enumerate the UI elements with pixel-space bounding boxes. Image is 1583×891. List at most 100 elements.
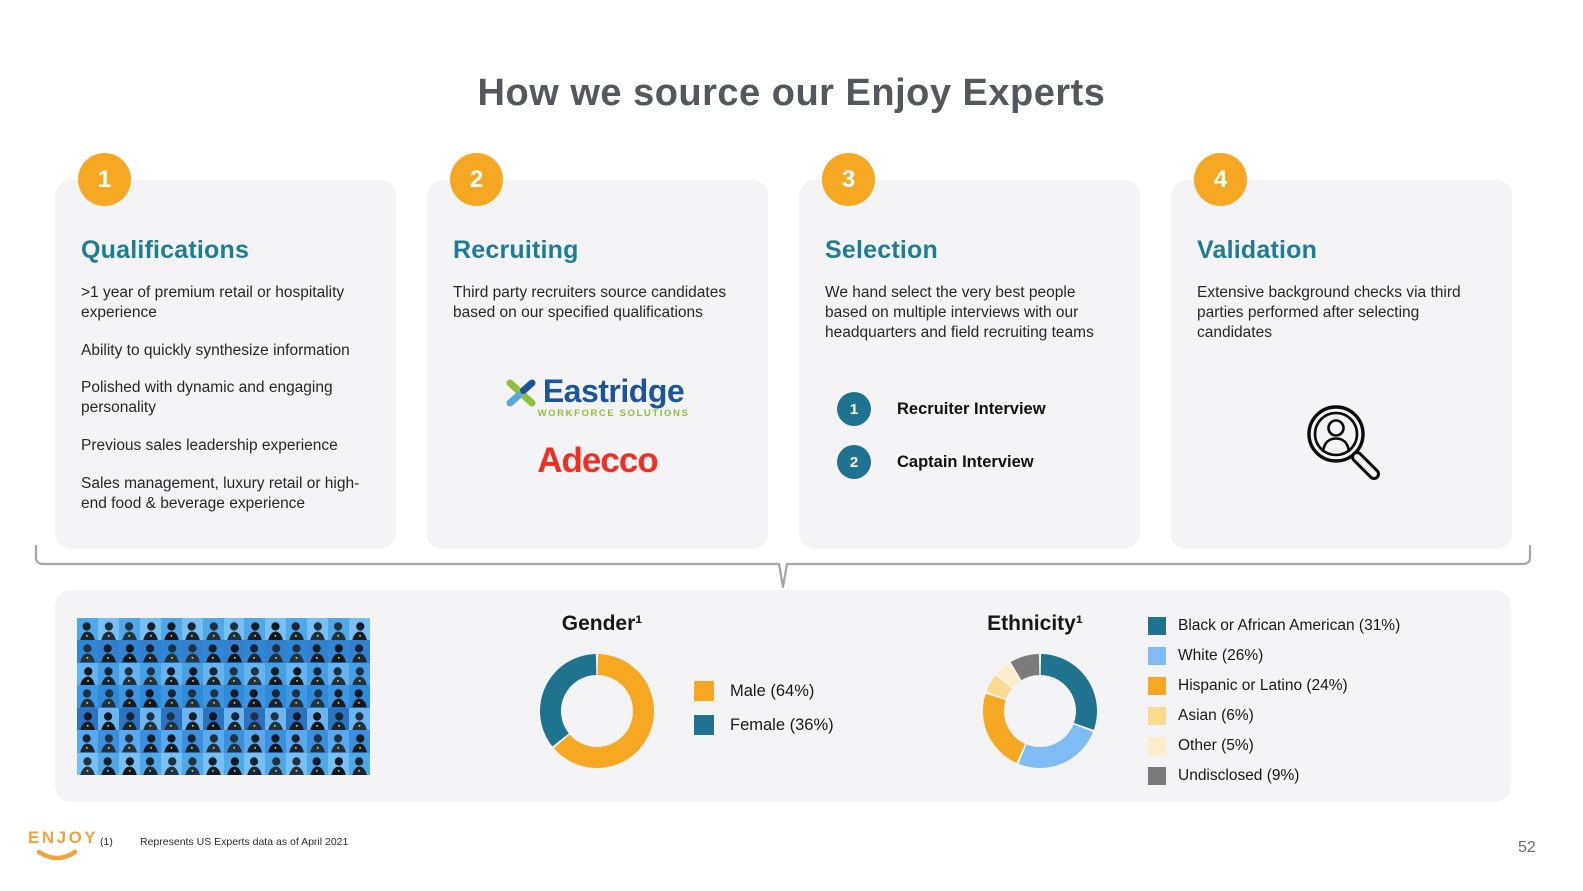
step-number-badge: 1: [78, 153, 131, 206]
expert-photo: [328, 685, 350, 708]
expert-photo: [244, 752, 266, 775]
expert-photo: [307, 685, 329, 708]
card-paragraph: Extensive background checks via third pa…: [1197, 284, 1461, 341]
expert-photo: [223, 707, 245, 731]
expert-photo: [181, 730, 203, 753]
expert-photo: [328, 707, 350, 731]
adecco-logo: Adecco: [537, 440, 658, 480]
expert-photo: [307, 707, 329, 731]
expert-photo: [349, 640, 370, 663]
expert-photo: [202, 685, 224, 708]
expert-photo: [77, 730, 98, 753]
recruiting-logos: Eastridge WORKFORCE SOLUTIONS Adecco: [453, 375, 742, 481]
expert-photo: [349, 618, 370, 641]
expert-photo: [244, 730, 266, 753]
expert-photo: [118, 640, 140, 663]
gender-chart-title: Gender¹: [561, 612, 643, 635]
legend-item: Black or African American (31%): [1148, 611, 1400, 641]
expert-photo: [223, 730, 245, 753]
card-body: We hand select the very best people base…: [825, 283, 1114, 342]
expert-photo: [286, 752, 308, 775]
expert-photo: [160, 707, 182, 731]
legend-swatch: [1148, 767, 1166, 785]
expert-photo: [265, 662, 287, 686]
donut-slice-asian: [986, 675, 1013, 699]
ethnicity-chart-title: Ethnicity¹: [987, 612, 1083, 635]
expert-photo: [118, 618, 140, 641]
legend-label: Female (36%): [730, 715, 834, 734]
card-body: >1 year of premium retail or hospitality…: [81, 283, 370, 514]
expert-photo: [202, 618, 224, 641]
expert-photo: [307, 618, 329, 641]
legend-swatch: [1148, 737, 1166, 755]
interview-step-label: Captain Interview: [897, 452, 1034, 471]
expert-photo: [139, 640, 161, 663]
donut-slice-undisclosed: [1010, 654, 1040, 681]
expert-photo: [202, 707, 224, 731]
card-qualifications: 1 Qualifications >1 year of premium reta…: [55, 153, 396, 549]
card-title: Qualifications: [81, 236, 250, 264]
expert-photo: [97, 752, 119, 775]
expert-photo: [244, 618, 266, 641]
expert-photo: [286, 640, 308, 663]
card-paragraph: Ability to quickly synthesize informatio…: [81, 341, 350, 359]
expert-photo: [139, 707, 161, 731]
expert-photo: [349, 707, 370, 731]
expert-photo: [244, 685, 266, 708]
smile-arc-icon: [36, 849, 78, 861]
expert-photo: [77, 685, 98, 708]
expert-photo: [349, 685, 370, 708]
legend-label: Male (64%): [730, 681, 815, 700]
expert-photo: [181, 752, 203, 775]
legend-label: White (26%): [1178, 647, 1264, 664]
expert-photo: [160, 640, 182, 663]
expert-photo: [181, 640, 203, 663]
expert-photo: [97, 730, 119, 753]
expert-photo: [139, 685, 161, 708]
interview-step-row: 2 Captain Interview: [837, 445, 1114, 480]
expert-photo: [77, 618, 98, 641]
legend-swatch: [1148, 617, 1166, 635]
expert-photo: [307, 730, 329, 753]
page-title: How we source our Enjoy Experts: [477, 72, 1106, 114]
expert-photo: [223, 685, 245, 708]
expert-photo: [202, 662, 224, 686]
card-selection: 3 Selection We hand select the very best…: [799, 153, 1140, 549]
card-title: Validation: [1197, 236, 1318, 264]
legend-item: Undisclosed (9%): [1148, 761, 1400, 791]
enjoy-logo: ENJOY: [28, 828, 96, 868]
interview-step-number: 1: [837, 392, 871, 427]
expert-photo: [118, 662, 140, 686]
expert-photo: [265, 618, 287, 641]
expert-photo: [265, 640, 287, 663]
card-paragraph: We hand select the very best people base…: [825, 284, 1094, 341]
expert-photo: [307, 662, 329, 686]
card-validation: 4 Validation Extensive background checks…: [1171, 153, 1512, 549]
legend-label: Undisclosed (9%): [1178, 767, 1300, 784]
expert-photo: [97, 685, 119, 708]
footnote-text: Represents US Experts data as of April 2…: [140, 836, 349, 848]
expert-photo: [328, 730, 350, 753]
legend-swatch: [1148, 707, 1166, 725]
expert-photo: [77, 752, 98, 775]
ethnicity-legend: Black or African American (31%) White (26…: [1148, 611, 1400, 791]
legend-swatch: [1148, 647, 1166, 665]
experts-photo-mosaic: [77, 618, 370, 775]
process-steps: 1 Qualifications >1 year of premium reta…: [55, 153, 1512, 549]
expert-photo: [244, 640, 266, 663]
expert-photo: [160, 662, 182, 686]
expert-photo: [118, 752, 140, 775]
expert-photo: [139, 752, 161, 775]
magnifier-person-icon: [1197, 398, 1486, 488]
expert-photo: [223, 618, 245, 641]
interview-steps: 1 Recruiter Interview 2 Captain Intervie…: [825, 392, 1114, 480]
expert-photo: [97, 640, 119, 663]
expert-photo: [77, 640, 98, 663]
expert-photo: [286, 685, 308, 708]
expert-photo: [328, 640, 350, 663]
legend-swatch: [694, 681, 714, 701]
legend-swatch: [694, 715, 714, 735]
expert-photo: [202, 752, 224, 775]
eastridge-logo-text: Eastridge: [542, 372, 685, 409]
